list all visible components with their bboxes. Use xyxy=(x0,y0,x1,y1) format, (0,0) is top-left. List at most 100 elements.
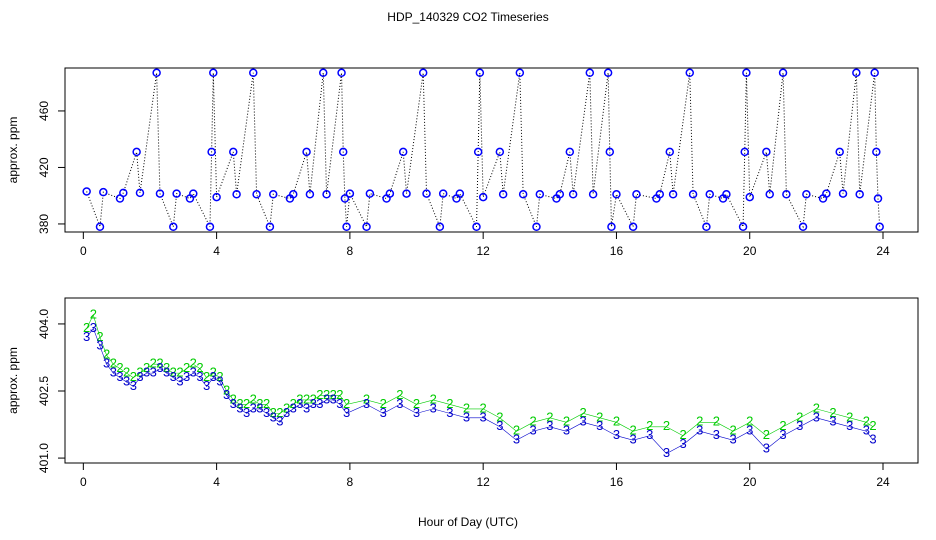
y-tick-label: 380 xyxy=(37,214,51,234)
point-glyph: 2 xyxy=(243,396,250,411)
point xyxy=(155,189,165,198)
point-glyph: 3 xyxy=(713,427,720,442)
point xyxy=(302,147,311,157)
point-glyph: 3 xyxy=(480,409,487,424)
point xyxy=(342,222,351,232)
point-glyph: 2 xyxy=(263,396,270,411)
point xyxy=(605,147,615,157)
point-glyph: 3 xyxy=(363,396,370,411)
point xyxy=(685,68,695,78)
point-glyph: 3 xyxy=(163,365,170,380)
point xyxy=(478,192,488,202)
point-glyph: 3 xyxy=(223,387,230,402)
point-glyph: 3 xyxy=(256,400,263,415)
point-glyph: 2 xyxy=(296,391,303,406)
point xyxy=(385,189,395,198)
point-glyph: 3 xyxy=(463,409,470,424)
point xyxy=(362,222,371,232)
x-axis-label: Hour of Day (UTC) xyxy=(418,515,518,529)
point xyxy=(398,147,408,157)
point-glyph: 3 xyxy=(143,365,150,380)
point xyxy=(207,147,216,157)
point xyxy=(135,188,145,198)
point-glyph: 2 xyxy=(496,409,503,424)
point-glyph: 3 xyxy=(796,418,803,433)
point xyxy=(435,222,445,232)
point-glyph: 2 xyxy=(290,396,297,411)
point-glyph: 2 xyxy=(130,369,137,384)
x-tick-label: 12 xyxy=(476,475,490,489)
point xyxy=(438,189,448,198)
point-glyph: 3 xyxy=(330,391,337,406)
x-tick-label: 20 xyxy=(743,475,757,489)
point xyxy=(870,68,879,78)
point-glyph: 2 xyxy=(646,418,653,433)
point-glyph: 2 xyxy=(216,369,223,384)
point-glyph: 2 xyxy=(310,391,317,406)
point xyxy=(189,189,198,198)
point xyxy=(338,147,348,157)
point-glyph: 3 xyxy=(829,414,836,429)
point-glyph: 2 xyxy=(629,423,636,438)
point-glyph: 3 xyxy=(546,418,553,433)
point xyxy=(668,190,678,199)
point xyxy=(705,190,714,199)
point xyxy=(655,190,665,199)
x-tick-label: 0 xyxy=(80,475,87,489)
point-glyph: 3 xyxy=(779,427,786,442)
point xyxy=(422,189,431,198)
point-glyph: 2 xyxy=(563,414,570,429)
point xyxy=(365,189,375,198)
x-tick-label: 0 xyxy=(80,244,87,258)
point xyxy=(762,147,771,157)
point xyxy=(872,147,881,157)
point xyxy=(340,194,350,203)
point-glyph: 2 xyxy=(343,396,350,411)
point xyxy=(473,147,483,157)
point xyxy=(265,222,275,232)
point-glyph: 3 xyxy=(863,423,870,438)
point xyxy=(585,68,595,78)
point xyxy=(588,190,598,199)
chart-title: HDP_140329 CO2 Timeseries xyxy=(387,10,548,24)
point-glyph: 2 xyxy=(380,396,387,411)
point-glyph: 3 xyxy=(303,400,310,415)
point xyxy=(232,190,241,199)
point-glyph: 2 xyxy=(316,387,323,402)
point-glyph: 2 xyxy=(446,396,453,411)
point xyxy=(318,68,328,78)
point xyxy=(535,190,545,199)
point-glyph: 2 xyxy=(90,306,97,321)
point xyxy=(765,190,774,199)
point xyxy=(740,147,749,157)
point-glyph: 2 xyxy=(580,405,587,420)
point-glyph: 3 xyxy=(203,378,210,393)
point xyxy=(269,190,278,199)
point-glyph: 3 xyxy=(646,427,653,442)
point-glyph: 2 xyxy=(116,360,123,375)
point-glyph: 2 xyxy=(330,387,337,402)
point-glyph: 2 xyxy=(230,391,237,406)
point xyxy=(688,190,698,199)
point-glyph: 2 xyxy=(613,414,620,429)
point xyxy=(603,68,613,78)
point-glyph: 2 xyxy=(210,365,217,380)
y-tick-label: 401.0 xyxy=(37,443,51,473)
point-glyph: 2 xyxy=(746,414,753,429)
point-glyph: 2 xyxy=(183,360,190,375)
point-glyph: 3 xyxy=(196,369,203,384)
point-glyph: 3 xyxy=(210,369,217,384)
point xyxy=(249,68,258,78)
y-tick-label: 402.5 xyxy=(37,376,51,406)
point-glyph: 3 xyxy=(813,409,820,424)
point-glyph: 2 xyxy=(829,405,836,420)
point-glyph: 3 xyxy=(613,427,620,442)
point-glyph: 2 xyxy=(863,414,870,429)
point-glyph: 3 xyxy=(136,369,143,384)
point-glyph: 2 xyxy=(123,365,130,380)
point-glyph: 2 xyxy=(190,356,197,371)
point-glyph: 3 xyxy=(123,374,130,389)
point xyxy=(822,189,831,198)
